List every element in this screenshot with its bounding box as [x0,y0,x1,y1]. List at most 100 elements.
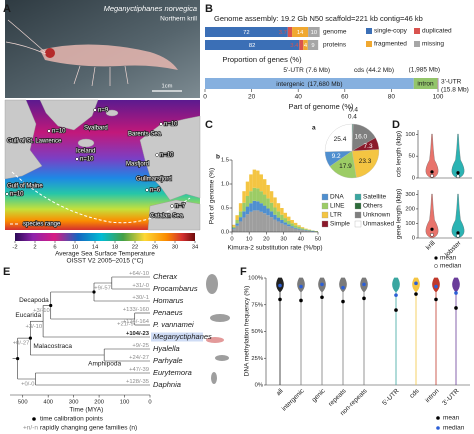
busco-segment [287,27,293,37]
mean-dot [454,306,458,310]
y-tick-label: 300 [405,192,415,198]
mean-dot [341,299,345,304]
hist-bar [266,208,270,216]
median-dot [456,234,460,238]
violin [276,277,284,385]
y-tick-label: 100 [405,132,415,138]
pie-value: 16.0 [354,133,367,140]
y-tick-label: 1.0 [221,182,229,188]
hist-bar [266,184,270,199]
hist-bar [232,228,236,230]
legend-label: duplicated [422,28,452,35]
hist-bar [290,226,294,228]
hist-bar [235,215,239,220]
axis-title: cds length (kbp) [396,131,403,177]
legend-swatch [354,220,362,228]
hist-bar [280,208,284,215]
site-dot [170,204,174,208]
highlight [151,332,203,342]
clade-name: Eucarida [15,312,41,319]
busco-segment [308,27,320,37]
greenland [39,99,99,131]
legend-key: +n/-n [23,425,38,432]
gene-family-change: +47/-39 [129,367,149,373]
site-name: Iceland [76,149,95,155]
shrimp [210,314,230,322]
median-dot [430,232,434,237]
site-name: Svalbard [84,126,108,132]
colorbar-title: Average Sea Surface Temperature [55,251,155,258]
sample-size: n=6 [150,188,161,194]
axis-title: Time (MYA) [69,407,103,414]
hist-bar [245,206,250,215]
x-tick-label: 0 [148,400,151,406]
hist-bar [304,229,308,231]
site-name: Barents Sea [128,132,162,138]
hist-bar [259,174,263,192]
europe [139,115,201,201]
pie-slice [324,123,353,152]
range-legend: species range [23,222,61,228]
genome-segment [437,78,438,89]
krill-icon [206,337,224,343]
colorbar-subtitle: OISST V2 2005–2015 (°C) [67,257,144,265]
panel-label: E [3,266,10,278]
x-tick-label: 500 [18,400,28,406]
legend-label: Unmasked [363,221,394,228]
median-dot [299,284,303,289]
hist-bar [269,191,274,203]
calibration-point [49,303,53,308]
pie-value: 25.4 [334,136,347,143]
busco-segment [303,40,308,50]
pie-value: 0.4 [349,107,358,114]
site-name: Gulf of Maine [7,184,43,190]
y-tick-label: 75% [251,302,263,308]
subpanel-label: b [216,154,220,161]
legend-label: single-copy [374,28,408,35]
krill-appendages [5,19,129,87]
y-tick-label: 100% [248,276,263,282]
mean-dot [430,227,434,231]
hist-bar [280,223,284,232]
pie-value: 23.3 [359,158,372,165]
clade-name: Amphipoda [88,361,121,368]
busco-segment [205,27,288,37]
site-name: Masfjord [126,162,149,168]
x-tick-label: 20 [248,94,256,101]
panel-label: C [205,119,213,131]
africa [147,199,201,231]
hist-bar [232,226,236,229]
pie-slice [351,149,380,178]
site-name: Gullmarsfjord [136,177,172,183]
gene-family-change: +3/-10 [33,308,50,314]
y-tick-label: 100 [405,221,415,227]
hist-bar [232,224,236,227]
pie-value: 17.9 [339,163,352,170]
violin [392,277,400,385]
hist-bar [235,223,239,226]
colorbar-tick-label: 2 [33,245,36,251]
gene-family-change: +64/-10 [129,271,149,277]
violin [451,193,465,239]
panel-label: F [240,266,247,278]
animal-silhouettes [206,274,230,384]
svalbard-island [105,109,119,117]
taxon-name: P. vannamei [153,320,194,329]
segment-name: 3'-UTR [441,79,462,86]
median-dot [394,293,398,297]
hist-bar [297,229,301,232]
pie-value: 0.4 [348,114,357,121]
segment-name: cds [354,67,365,74]
hist-bar [235,225,239,232]
species-name: Meganyctiphanes norvegica [104,4,197,13]
violin [318,277,326,385]
mean-dot [278,297,282,302]
legend-swatch [321,220,329,228]
calibration-point [28,336,32,340]
legend-label: median [443,425,465,432]
hist-bar [245,214,250,232]
mean-dot [430,170,434,174]
legend-label: Unknown [363,212,390,219]
hist-bar [297,226,301,229]
genome-segment [413,78,438,89]
